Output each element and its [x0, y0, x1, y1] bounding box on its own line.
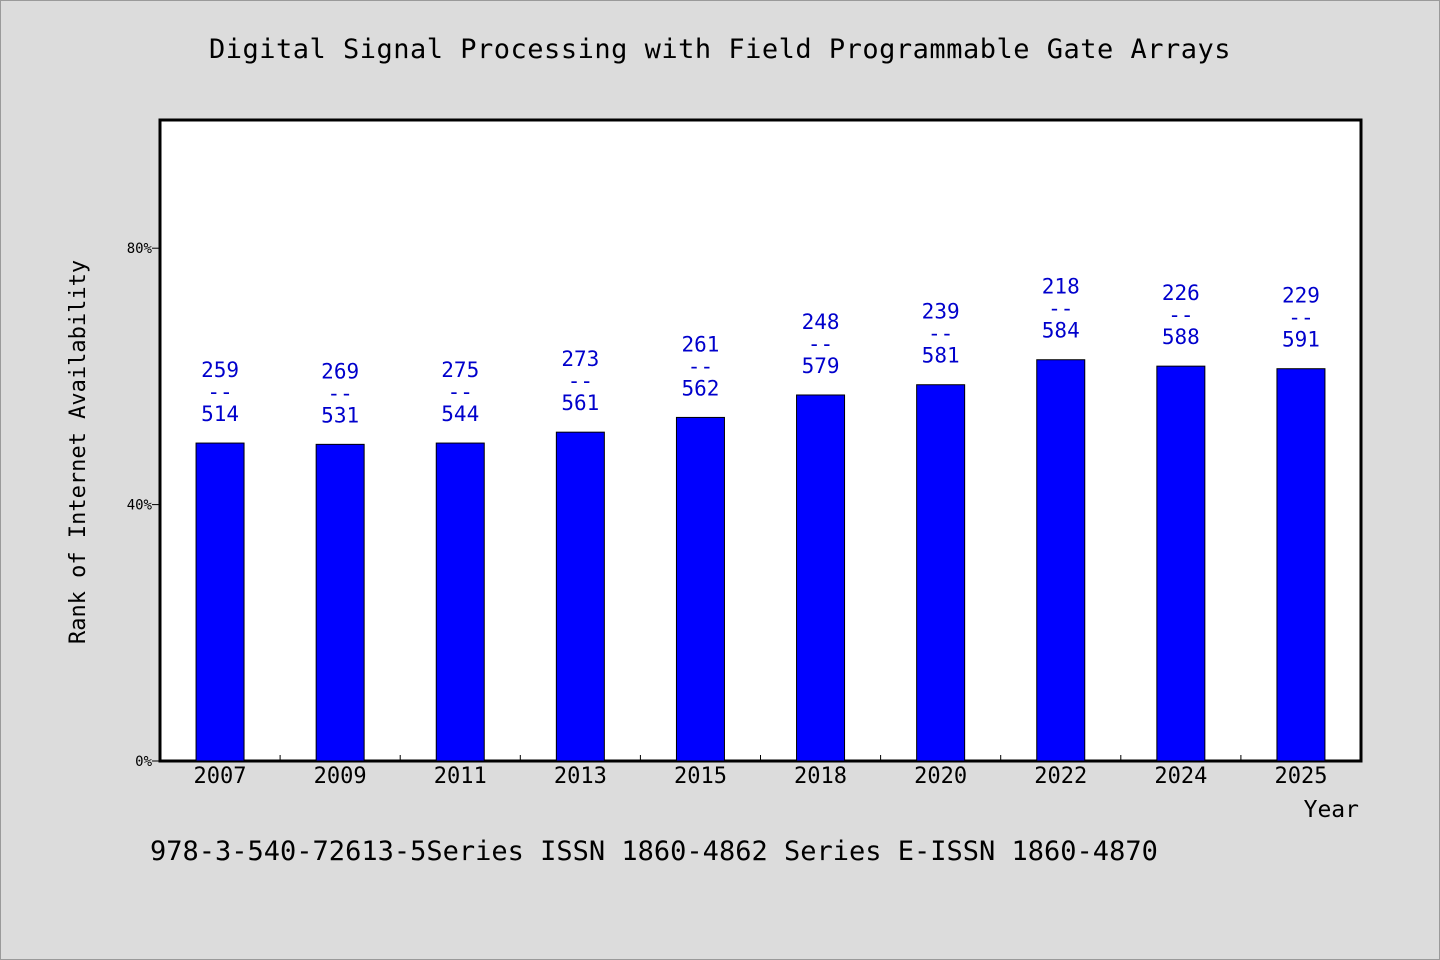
x-axis-title: Year	[1304, 797, 1359, 823]
bar-label-2015-bottom: 562	[681, 376, 719, 400]
bar-label-2013-bottom: 561	[561, 391, 599, 415]
x-tick-label-2007: 2007	[194, 764, 247, 789]
bar-2020	[916, 384, 966, 762]
bar-label-2020-top: 239	[922, 300, 960, 324]
bar-label-2018-bottom: 579	[802, 354, 840, 378]
bar-label-2007-top: 259	[201, 358, 239, 382]
y-tick-label-40: 40%	[127, 498, 153, 514]
x-tick-label-2018: 2018	[794, 764, 847, 789]
bar-labels-layer: 259--514269--531275--544273--561261--562…	[201, 275, 1320, 428]
x-tick-label-2013: 2013	[554, 764, 607, 789]
bars-layer	[195, 359, 1326, 762]
bar-2018	[796, 394, 846, 762]
x-tick-label-2024: 2024	[1154, 764, 1207, 789]
bar-label-2018-sep: --	[808, 332, 833, 356]
bar-2022	[1036, 359, 1086, 762]
bar-label-2013-sep: --	[568, 369, 593, 393]
bar-label-2024-bottom: 588	[1162, 325, 1200, 349]
bar-label-2024-top: 226	[1162, 281, 1200, 305]
bar-2013	[555, 431, 605, 762]
bar-label-2009-sep: --	[328, 381, 353, 405]
bar-2009	[315, 443, 365, 762]
bar-label-2011-top: 275	[441, 358, 479, 382]
bar-label-2020-sep: --	[928, 322, 953, 346]
bar-label-2022-bottom: 584	[1042, 319, 1080, 343]
bar-label-2011-sep: --	[448, 380, 473, 404]
bar-label-2025-sep: --	[1288, 306, 1313, 330]
y-axis-title: Rank of Internet Availability	[66, 260, 91, 644]
x-tick-label-2011: 2011	[434, 764, 487, 789]
y-tick-label-80: 80%	[127, 241, 153, 257]
chart-title: Digital Signal Processing with Field Pro…	[208, 34, 1232, 65]
x-tick-label-2022: 2022	[1034, 764, 1087, 789]
bar-label-2013-top: 273	[561, 347, 599, 371]
x-tick-label-2020: 2020	[914, 764, 967, 789]
bar-2007	[195, 442, 245, 762]
bar-2025	[1276, 368, 1326, 762]
bar-2015	[675, 416, 725, 762]
bar-label-2007-bottom: 514	[201, 402, 239, 426]
footer-isbn-text: 978-3-540-72613-5Series ISSN 1860-4862 S…	[150, 836, 1158, 867]
bar-label-2025-bottom: 591	[1282, 328, 1320, 352]
bar-label-2022-sep: --	[1048, 297, 1073, 321]
bar-label-2022-top: 218	[1042, 275, 1080, 299]
bar-label-2011-bottom: 544	[441, 402, 479, 426]
x-tick-label-2009: 2009	[314, 764, 367, 789]
bar-label-2009-top: 269	[321, 359, 359, 383]
x-axis: 2007 2009 2011 2013 2015 2018 2020 2022 2024 2025	[194, 755, 1327, 789]
bar-2011	[435, 442, 485, 762]
x-tick-label-2025: 2025	[1274, 764, 1327, 789]
bar-label-2009-bottom: 531	[321, 403, 359, 427]
bar-label-2007-sep: --	[207, 380, 232, 404]
bar-label-2018-top: 248	[802, 310, 840, 334]
bar-2024	[1156, 365, 1206, 762]
bar-label-2015-top: 261	[681, 332, 719, 356]
y-axis: 0% 40% 80%	[127, 241, 160, 770]
bar-label-2025-top: 229	[1282, 284, 1320, 308]
bar-label-2015-sep: --	[688, 354, 713, 378]
y-tick-label-0: 0%	[135, 754, 152, 770]
bar-label-2024-sep: --	[1168, 303, 1193, 327]
x-tick-label-2015: 2015	[674, 764, 727, 789]
bar-label-2020-bottom: 581	[922, 344, 960, 368]
